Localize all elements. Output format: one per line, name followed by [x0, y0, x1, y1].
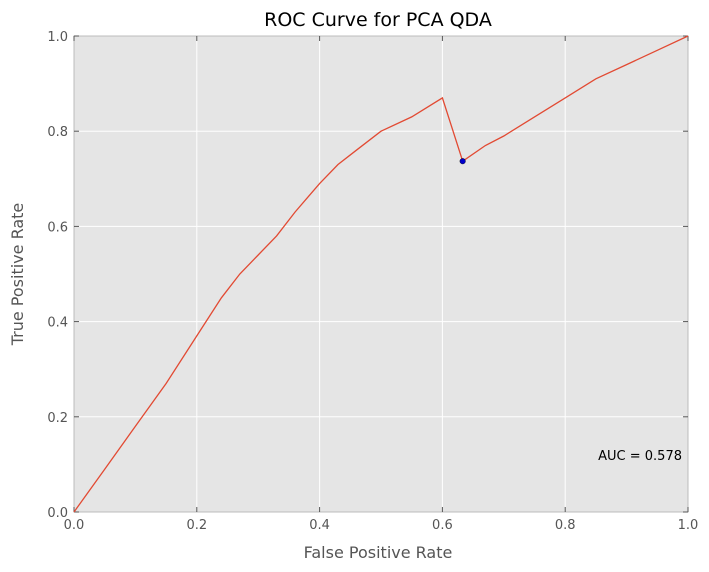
auc-annotation: AUC = 0.578 — [598, 449, 682, 464]
x-axis-label: False Positive Rate — [304, 543, 453, 562]
x-tick-label: 0.6 — [432, 518, 453, 533]
x-tick-label: 0.8 — [555, 518, 576, 533]
x-tick-label: 0.0 — [64, 518, 85, 533]
x-tick-label: 1.0 — [678, 518, 699, 533]
y-tick-label: 0.8 — [47, 125, 68, 140]
y-tick-label: 0.4 — [47, 316, 68, 331]
x-tick-label: 0.2 — [186, 518, 207, 533]
chart-title: ROC Curve for PCA QDA — [264, 9, 492, 31]
y-tick-label: 0.0 — [47, 506, 68, 521]
x-tick-label: 0.4 — [309, 518, 330, 533]
y-tick-label: 0.2 — [47, 411, 68, 426]
plot-area — [74, 36, 688, 512]
y-tick-label: 1.0 — [47, 30, 68, 45]
series-layer — [73, 35, 689, 513]
y-axis-label: True Positive Rate — [8, 203, 27, 347]
operating-point-marker — [459, 158, 466, 165]
y-tick-label: 0.6 — [47, 220, 68, 235]
axis-ticks: 0.0 0.2 0.4 0.6 0.8 1.0 0.0 0.2 0.4 0.6 0.8 1.0 — [47, 30, 698, 533]
plot-frame — [73, 35, 689, 513]
roc-curve-line — [73, 35, 689, 513]
